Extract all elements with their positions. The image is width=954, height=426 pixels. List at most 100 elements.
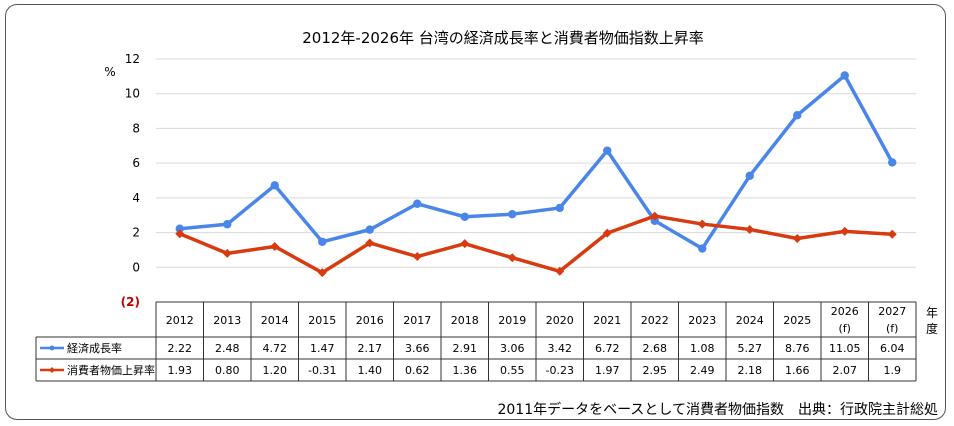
x-tick-label: 2013 bbox=[213, 314, 241, 327]
x-tick-label: 2014 bbox=[261, 314, 289, 327]
x-tick-label: 2012 bbox=[166, 314, 194, 327]
data-label: 0.80 bbox=[215, 364, 240, 377]
data-label: 1.20 bbox=[263, 364, 288, 377]
x-tick-label: 2016 bbox=[356, 314, 384, 327]
data-label: 2.18 bbox=[738, 364, 763, 377]
legend-entry: 消費者物価上昇率 bbox=[67, 363, 155, 377]
chart-frame bbox=[5, 4, 946, 420]
x-tick-note: (f) bbox=[839, 322, 851, 335]
legend-key-marker bbox=[49, 367, 55, 373]
data-label: 1.93 bbox=[168, 364, 193, 377]
series-1-point bbox=[413, 199, 422, 208]
series-2-point bbox=[887, 229, 897, 239]
data-label: 2.07 bbox=[833, 364, 858, 377]
series-2-point bbox=[317, 268, 327, 278]
series-1-point bbox=[223, 220, 232, 229]
data-label: 2.48 bbox=[215, 342, 240, 355]
x-tick-label: 2015 bbox=[308, 314, 336, 327]
source-note: 2011年データをベースとして消費者物価指数 出典：行政院主計総処 bbox=[497, 401, 938, 418]
data-label: 2.22 bbox=[168, 342, 193, 355]
y-tick-label: 2 bbox=[132, 226, 140, 240]
data-label: 1.36 bbox=[453, 364, 478, 377]
series-1-point bbox=[745, 171, 754, 181]
data-label: 1.97 bbox=[595, 364, 620, 377]
y-tick-label: 4 bbox=[132, 191, 140, 205]
series-1-point bbox=[888, 158, 897, 167]
data-label: 11.05 bbox=[829, 342, 861, 355]
y-tick-label: 8 bbox=[132, 121, 140, 135]
data-label: 2.49 bbox=[690, 364, 715, 377]
data-table: 2012 2013 2014 2015 2016 2017 2018 2019 2020 2021… bbox=[35, 301, 917, 382]
chart-title: 2012年-2026年 台湾の経済成長率と消費者物価指数上昇率 bbox=[302, 29, 704, 47]
series-2-point bbox=[650, 211, 660, 221]
series-line-1 bbox=[179, 73, 894, 251]
series-1-point bbox=[175, 224, 184, 233]
x-axis-label-char1: 年 bbox=[926, 306, 938, 320]
series-line-2 bbox=[179, 214, 893, 275]
data-label: 1.40 bbox=[358, 364, 383, 377]
data-label: 0.62 bbox=[405, 364, 430, 377]
series-1-point bbox=[840, 71, 849, 80]
series-lines bbox=[175, 71, 897, 278]
data-label: 2.91 bbox=[453, 342, 478, 355]
series-2-point bbox=[222, 248, 232, 258]
series-2-point bbox=[270, 241, 280, 251]
data-label: 1.08 bbox=[690, 342, 715, 355]
x-tick-note: (f) bbox=[886, 322, 898, 335]
gridlines bbox=[156, 58, 916, 268]
data-label: 1.66 bbox=[785, 364, 810, 377]
x-tick-label: 2021 bbox=[593, 314, 621, 327]
data-label: 1.47 bbox=[310, 342, 335, 355]
data-label: 3.06 bbox=[500, 342, 525, 355]
series-2-point bbox=[412, 252, 422, 262]
series-1-point bbox=[365, 225, 374, 234]
series-1-point bbox=[318, 237, 327, 246]
x-tick-label: 2023 bbox=[688, 314, 716, 327]
x-tick-label: 2024 bbox=[736, 314, 764, 327]
y-tick-label: 12 bbox=[125, 52, 140, 66]
data-label: 1.9 bbox=[884, 364, 902, 377]
y-axis-label: % bbox=[104, 65, 115, 79]
data-label: 4.72 bbox=[263, 342, 288, 355]
series-2-point bbox=[460, 239, 470, 249]
data-label: -0.23 bbox=[546, 364, 574, 377]
series-2-point bbox=[555, 266, 565, 276]
series-1-point bbox=[460, 212, 469, 221]
y-tick-label: 10 bbox=[125, 87, 140, 101]
data-label: 2.95 bbox=[643, 364, 668, 377]
legend-key-marker bbox=[49, 345, 55, 351]
series-2-point bbox=[365, 238, 375, 248]
data-label: 8.76 bbox=[785, 342, 810, 355]
data-label: 3.66 bbox=[405, 342, 430, 355]
data-label: 2.17 bbox=[358, 342, 383, 355]
series-1-point bbox=[698, 244, 707, 253]
series-2-point bbox=[175, 229, 185, 239]
y-tick-label: 6 bbox=[132, 156, 140, 170]
data-label: 3.42 bbox=[548, 342, 573, 355]
x-tick-label: 2025 bbox=[783, 314, 811, 327]
series-2-point bbox=[602, 228, 612, 238]
series-1-point bbox=[270, 181, 279, 190]
x-tick-label: 2022 bbox=[641, 314, 669, 327]
series-2-point bbox=[840, 226, 850, 236]
data-label: -0.31 bbox=[308, 364, 336, 377]
x-tick-label: 2020 bbox=[546, 314, 574, 327]
x-tick-label: 2026 bbox=[831, 305, 859, 318]
series-2-point bbox=[697, 219, 707, 229]
y-tick-label: (2) bbox=[121, 295, 140, 309]
series-2-point bbox=[792, 233, 802, 243]
data-label: 6.72 bbox=[595, 342, 620, 355]
series-2-point bbox=[507, 253, 517, 263]
legend-entry: 経済成長率 bbox=[67, 341, 122, 355]
data-label: 2.68 bbox=[643, 342, 668, 355]
series-1-point bbox=[603, 146, 612, 155]
x-axis-label-char2: 度 bbox=[926, 321, 938, 336]
x-tick-label: 2027 bbox=[878, 305, 906, 318]
data-label: 0.55 bbox=[500, 364, 525, 377]
y-axis-ticks: 12 10 8 6 4 2 0 (2) bbox=[121, 52, 140, 309]
series-1-point bbox=[793, 111, 802, 120]
x-tick-label: 2017 bbox=[403, 314, 431, 327]
x-tick-label: 2019 bbox=[498, 314, 526, 327]
data-label: 6.04 bbox=[880, 342, 905, 355]
